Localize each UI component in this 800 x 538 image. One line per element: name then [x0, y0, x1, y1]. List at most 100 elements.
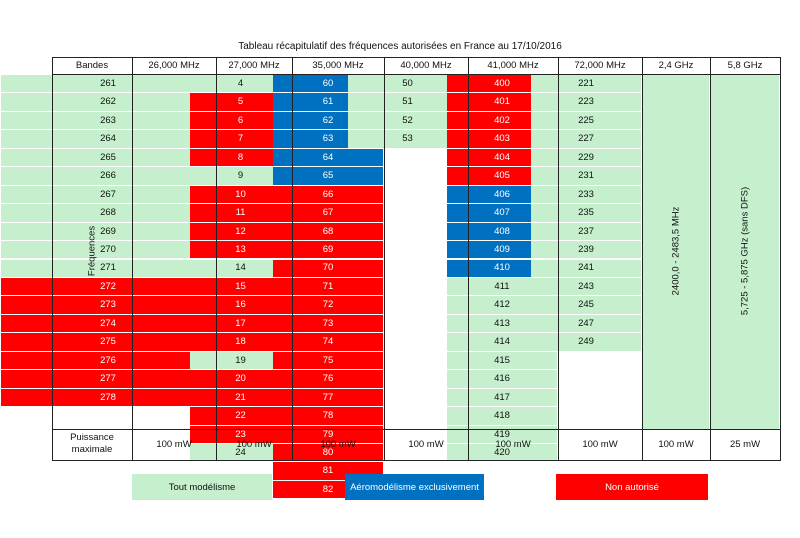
channel-cell: 7	[190, 130, 291, 148]
channel-cell: 277	[1, 370, 215, 388]
channel-cell: 237	[531, 222, 641, 241]
channel-cell: 417	[447, 388, 557, 407]
channel-cell: 409	[447, 241, 557, 259]
power-cell: 100 mW	[582, 438, 618, 450]
channel-cell: 406	[447, 185, 557, 204]
range-label: 5,725 - 5,875 GHz (sans DFS)	[739, 187, 751, 316]
channel-cell: 418	[447, 407, 557, 425]
band-header: 72,000 MHz	[574, 59, 626, 71]
channel-cell: 407	[447, 204, 557, 222]
channel-cell: 400	[447, 75, 557, 93]
power-cell: 100 mW	[320, 438, 356, 450]
channel-cell: 74	[273, 333, 383, 351]
power-cell: 100 mW	[236, 438, 272, 450]
channel-cell: 72	[273, 296, 383, 314]
band-header: 40,000 MHz	[400, 59, 452, 71]
channel-cell: 264	[1, 130, 215, 148]
channel-cell: 51	[348, 93, 467, 111]
channel-cell: 241	[531, 259, 641, 277]
channel-cell: 247	[531, 314, 641, 333]
band-header: 5,8 GHz	[727, 59, 763, 71]
grid-line	[52, 460, 780, 461]
channel-cell: 79	[273, 425, 383, 443]
channel-cell: 22	[190, 407, 291, 425]
channel-cell: 262	[1, 93, 215, 111]
grid-line	[52, 428, 780, 430]
grid-line	[52, 57, 53, 461]
grid-line	[216, 57, 217, 461]
channel-cell: 52	[348, 111, 467, 130]
channel-cell: 268	[1, 204, 215, 222]
channel-cell: 227	[531, 130, 641, 148]
grid-line	[558, 57, 559, 461]
band-header: 2,4 GHz	[658, 59, 694, 71]
range-cell	[643, 75, 709, 429]
grid-line	[52, 74, 780, 75]
channel-cell: 272	[1, 277, 215, 296]
channel-cell: 75	[273, 351, 383, 370]
band-header: 27,000 MHz	[228, 59, 280, 71]
power-cell: 100 mW	[408, 438, 444, 450]
page-title: Tableau récapitulatif des fréquences aut…	[238, 41, 562, 52]
grid-line	[780, 57, 781, 461]
channel-cell: 276	[1, 351, 215, 370]
channel-cell: 263	[1, 111, 215, 130]
channel-cell: 402	[447, 111, 557, 130]
channel-cell: 233	[531, 185, 641, 204]
power-cell: 100 mW	[495, 438, 531, 450]
channel-cell: 13	[190, 241, 291, 259]
channel-cell: 419	[447, 425, 557, 443]
channel-cell: 420	[447, 444, 557, 462]
channel-cell: 221	[531, 75, 641, 93]
channel-cell: 401	[447, 93, 557, 111]
channel-cell: 275	[1, 333, 215, 351]
channel-cell: 12	[190, 222, 291, 241]
channel-cell: 50	[348, 75, 467, 93]
range-cell	[711, 75, 779, 429]
channel-cell: 21	[190, 388, 291, 407]
channel-cell: 405	[447, 167, 557, 185]
channel-cell: 64	[273, 148, 383, 167]
channel-cell: 24	[190, 444, 291, 462]
channel-cell: 16	[190, 296, 291, 314]
power-cell: 25 mW	[729, 438, 761, 450]
grid-line	[52, 57, 780, 58]
channel-cell: 415	[447, 351, 557, 370]
channel-cell: 78	[273, 407, 383, 425]
channel-cell: 235	[531, 204, 641, 222]
grid-line	[132, 57, 133, 461]
channel-cell: 10	[190, 185, 291, 204]
channel-cell: 5	[190, 93, 291, 111]
channel-cell: 269	[1, 222, 215, 241]
power-label: Puissance maximale	[70, 431, 114, 456]
channel-cell: 416	[447, 370, 557, 388]
channel-cell: 65	[273, 167, 383, 185]
channel-cell: 278	[1, 388, 215, 407]
channel-cell: 8	[190, 148, 291, 167]
channel-cell: 68	[273, 222, 383, 241]
channel-cell: 261	[1, 75, 215, 93]
channel-cell: 23	[190, 425, 291, 443]
channel-cell: 66	[273, 185, 383, 204]
channel-cell: 414	[447, 333, 557, 351]
channel-cell: 243	[531, 277, 641, 296]
channel-cell: 19	[190, 351, 291, 370]
header-label: Bandes	[75, 59, 109, 71]
channel-cell: 403	[447, 130, 557, 148]
channel-cell: 14	[190, 259, 291, 277]
grid-line	[384, 57, 385, 461]
channel-cell: 273	[1, 296, 215, 314]
channel-cell: 229	[531, 148, 641, 167]
channel-cell: 271	[1, 259, 215, 277]
channel-cell: 265	[1, 148, 215, 167]
channel-cell: 71	[273, 277, 383, 296]
channel-cell: 20	[190, 370, 291, 388]
channel-cell: 245	[531, 296, 641, 314]
channel-cell: 412	[447, 296, 557, 314]
band-header: 35,000 MHz	[312, 59, 364, 71]
channel-cell: 411	[447, 277, 557, 296]
channel-cell: 11	[190, 204, 291, 222]
channel-cell: 77	[273, 388, 383, 407]
channel-cell: 239	[531, 241, 641, 259]
